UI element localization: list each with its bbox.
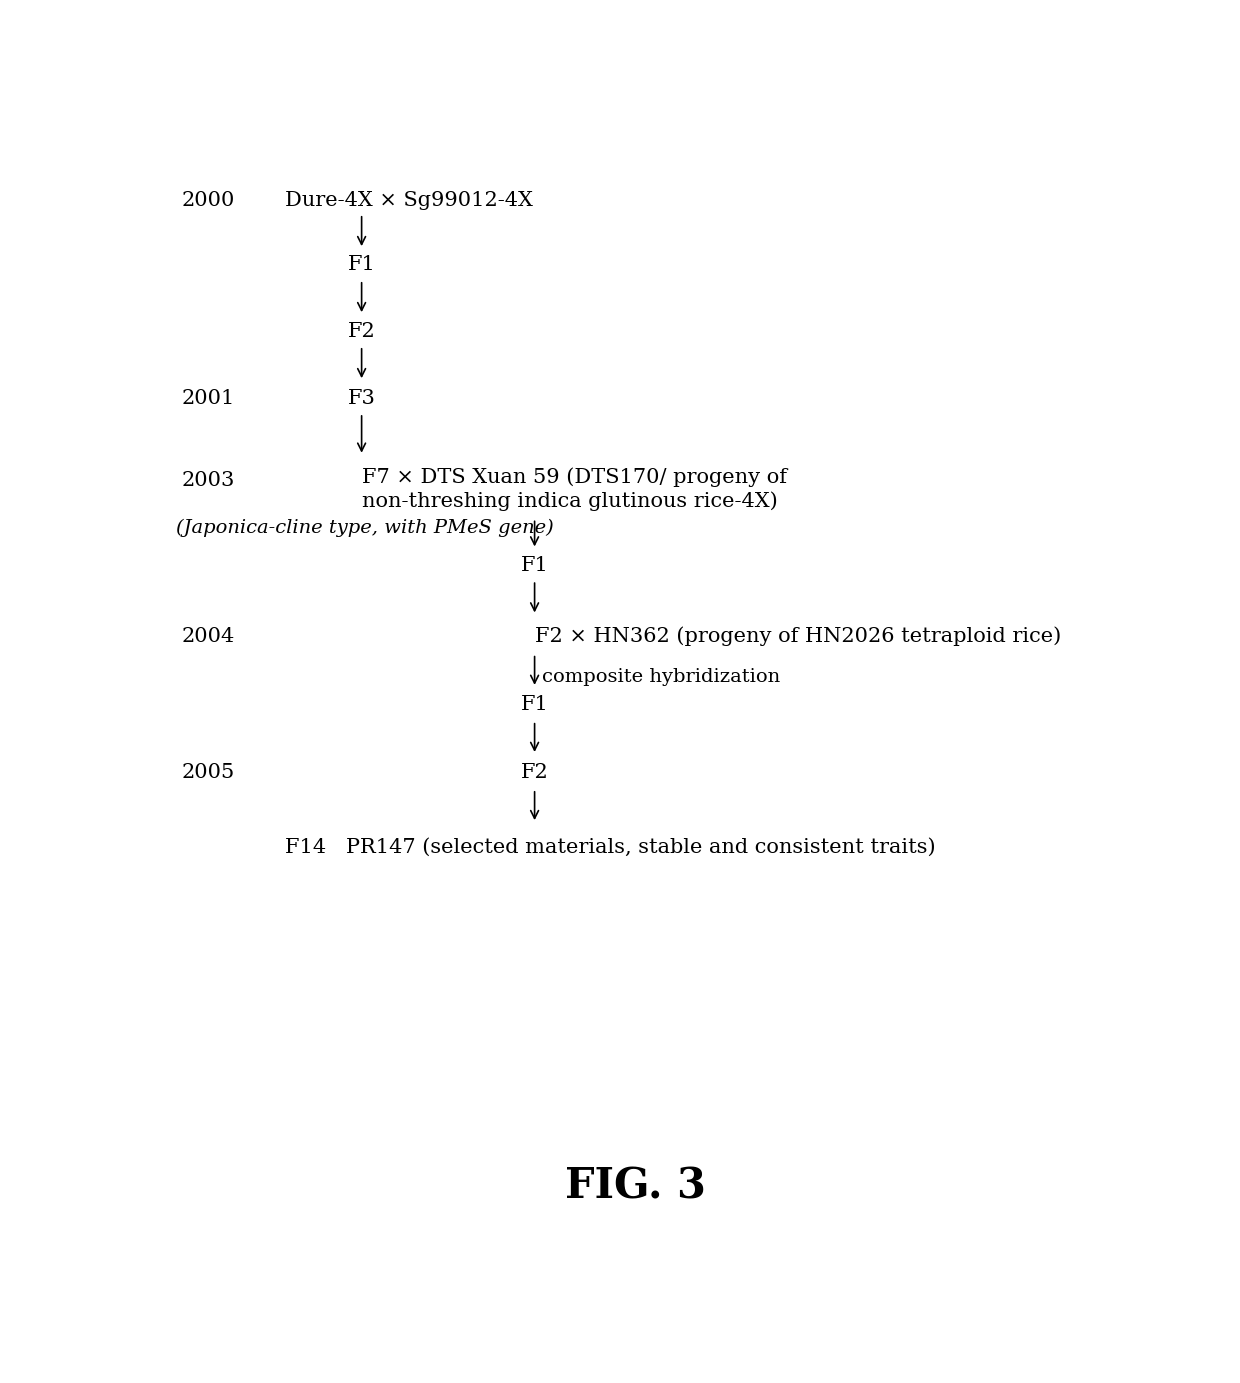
Text: F2: F2 [521, 763, 548, 783]
Text: 2003: 2003 [182, 470, 236, 490]
Text: composite hybridization: composite hybridization [542, 668, 780, 686]
Text: (Japonica-cline type, with PMeS gene): (Japonica-cline type, with PMeS gene) [176, 519, 554, 537]
Text: F7 × DTS Xuan 59 (DTS170/ progeny of: F7 × DTS Xuan 59 (DTS170/ progeny of [362, 467, 786, 487]
Text: F2: F2 [347, 321, 376, 340]
Text: Dure-4X × Sg99012-4X: Dure-4X × Sg99012-4X [285, 191, 533, 210]
Text: non-threshing indica glutinous rice-4X): non-threshing indica glutinous rice-4X) [362, 491, 777, 512]
Text: 2004: 2004 [182, 626, 236, 646]
Text: F1: F1 [521, 556, 548, 575]
Text: 2000: 2000 [182, 191, 236, 210]
Text: 2005: 2005 [182, 763, 236, 783]
Text: FIG. 3: FIG. 3 [565, 1164, 706, 1207]
Text: F3: F3 [347, 389, 376, 408]
Text: F14   PR147 (selected materials, stable and consistent traits): F14 PR147 (selected materials, stable an… [285, 838, 935, 857]
Text: F1: F1 [347, 256, 376, 274]
Text: 2001: 2001 [182, 389, 236, 408]
Text: F2 × HN362 (progeny of HN2026 tetraploid rice): F2 × HN362 (progeny of HN2026 tetraploid… [534, 626, 1061, 646]
Text: F1: F1 [521, 696, 548, 714]
